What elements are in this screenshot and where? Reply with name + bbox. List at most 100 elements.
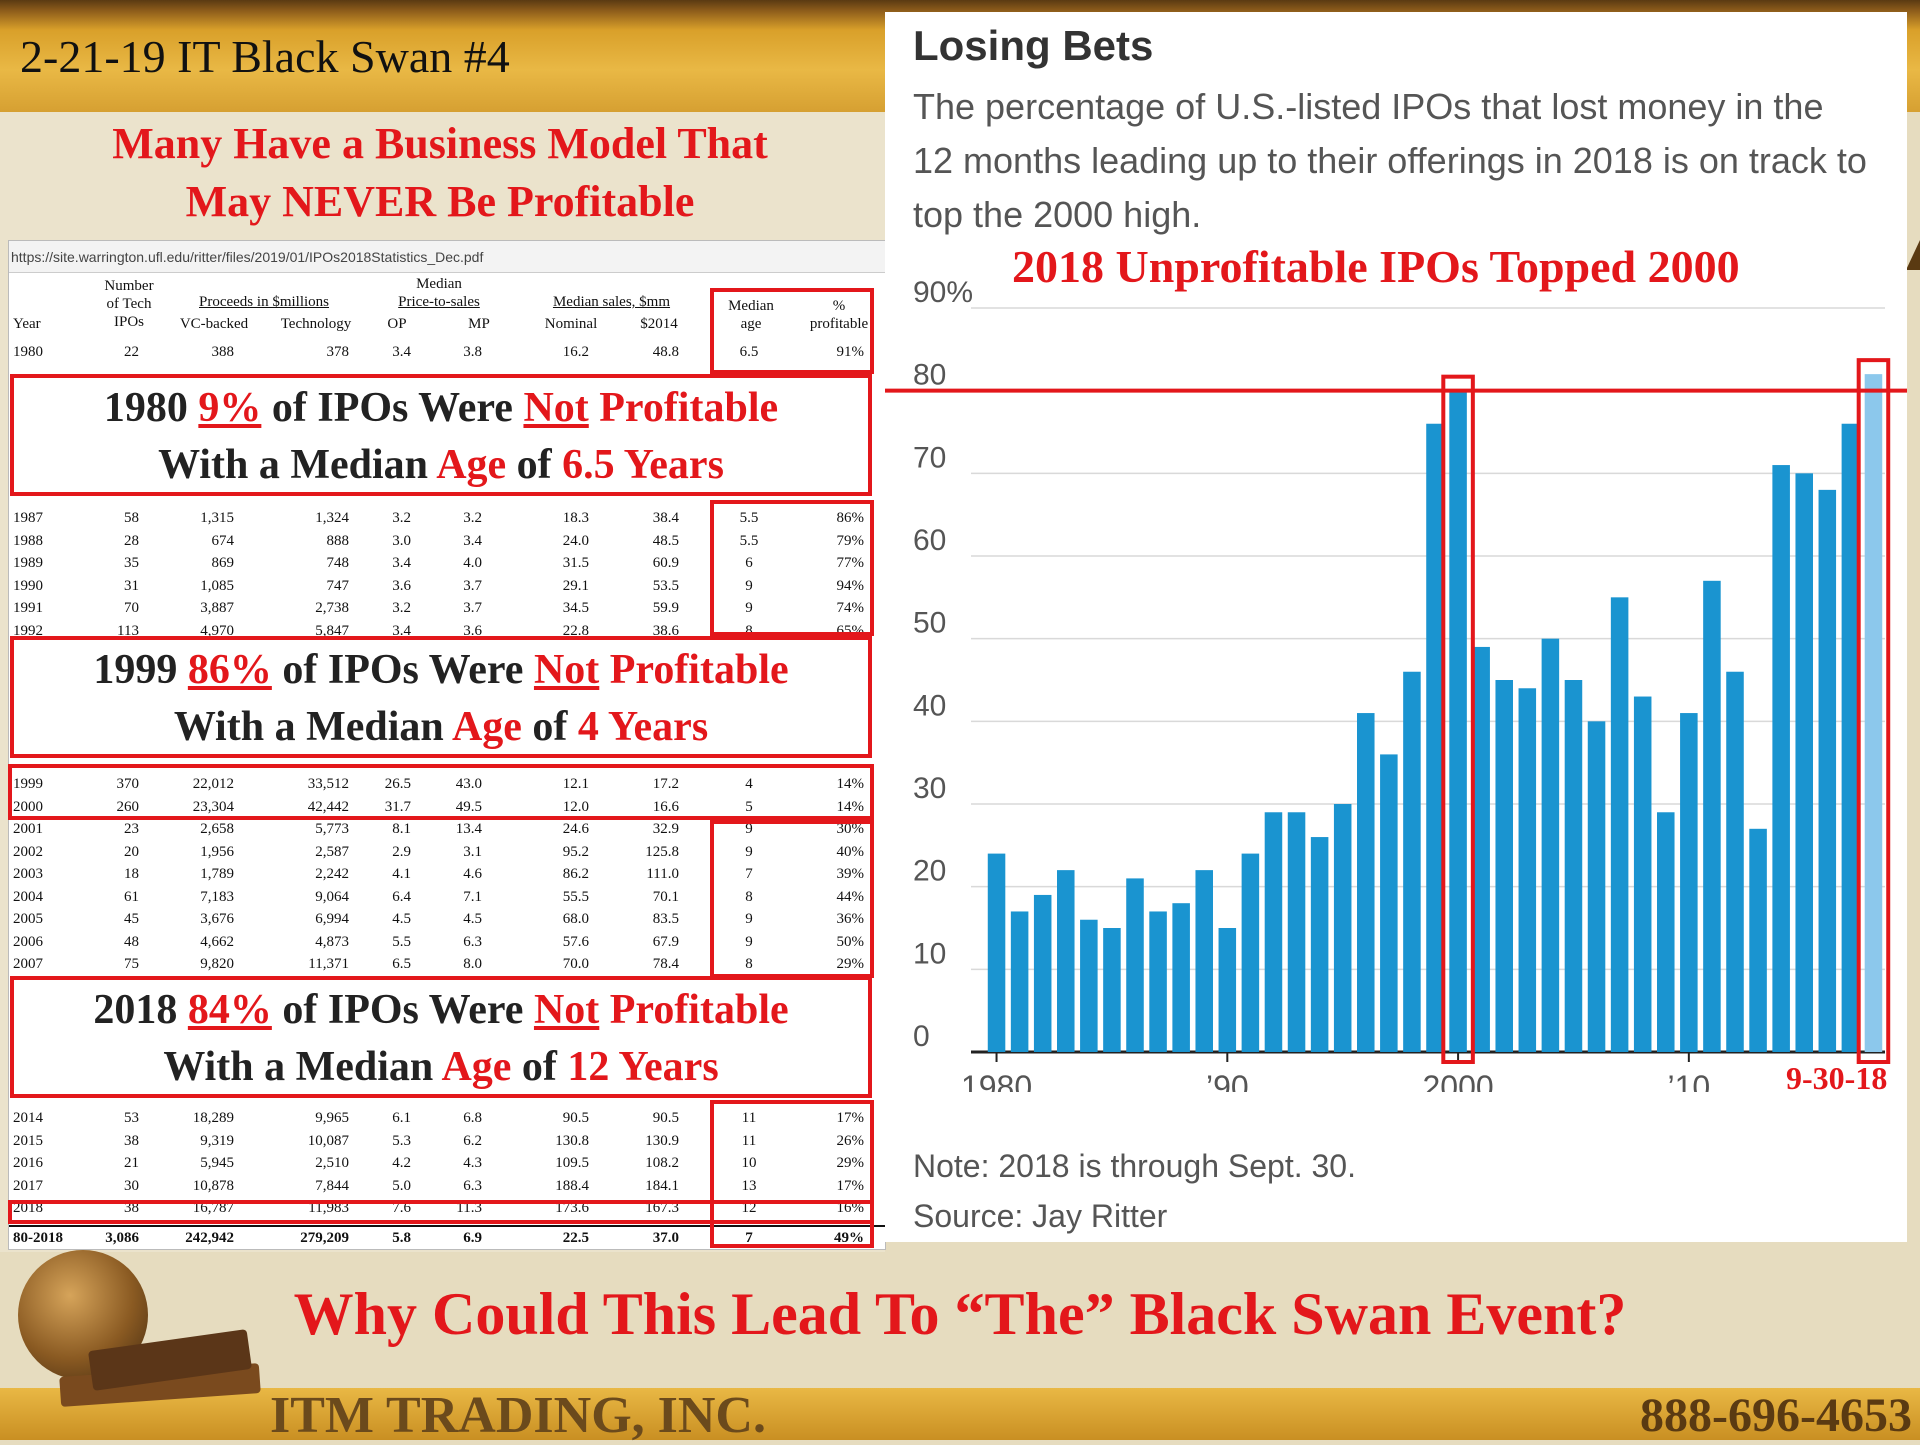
table-cell: 9,965 (315, 1110, 349, 1126)
table-cell: 38.4 (652, 510, 679, 526)
table-cell: 35 (124, 555, 139, 571)
bar-1985 (1103, 928, 1121, 1052)
callout-year: 1999 (93, 647, 178, 693)
table-cell: 173.6 (555, 1200, 589, 1216)
callout-of: of (521, 1044, 557, 1090)
table-cell: 53 (124, 1110, 139, 1126)
table-cell: 14% (836, 776, 865, 792)
bar-2005 (1564, 680, 1583, 1052)
bar-2007 (1610, 597, 1629, 1052)
table-cell: 31.5 (562, 555, 589, 571)
table-cell: 67.9 (652, 933, 679, 950)
corner-accent (1906, 240, 1920, 270)
table-cell: 9,319 (200, 1132, 234, 1149)
header-num-tech: Number of Tech IPOs (89, 277, 169, 331)
chart-title: Losing Bets (913, 22, 1154, 69)
table-cell: 57.6 (562, 933, 589, 950)
table-cell: 260 (116, 798, 140, 815)
table-cell: 70.0 (562, 956, 589, 972)
table-cell: 6,994 (315, 911, 349, 927)
bar-2001 (1472, 646, 1490, 1052)
y-tick-label: 70 (913, 441, 946, 474)
table-cell: 3.4 (392, 622, 411, 639)
y-tick-label: 40 (913, 689, 946, 722)
table-cell: 1990 (13, 577, 43, 594)
callout-year: 2018 (93, 987, 178, 1033)
header-median-age: Median age (721, 297, 781, 333)
bar-1980 (987, 853, 1006, 1052)
header-mp: MP (468, 316, 490, 332)
callout-profitable: Profitable (609, 647, 789, 693)
table-cell: 5,945 (200, 1155, 234, 1171)
table-cell: 18.3 (562, 510, 589, 526)
callout-years: 4 Years (577, 704, 709, 750)
callout-1980-line1: 1980 9% of IPOs Were Not Profitable (14, 380, 868, 437)
x-tick-label: ’10 (1667, 1069, 1710, 1092)
header-pts-line2: Price-to-sales (398, 294, 480, 310)
table-cell: 4,873 (315, 933, 349, 950)
table-cell: 23 (124, 821, 139, 837)
table-cell: 6.5 (739, 344, 759, 360)
bar-1999 (1426, 423, 1444, 1052)
table-cell: 43.0 (455, 776, 482, 792)
bar-1984 (1080, 919, 1098, 1052)
table-cell: 36% (836, 911, 865, 927)
bar-chart: 0 10 20 30 40 50 60 70 80 90% 1980 ’90 2000 ’10 (885, 276, 1907, 1092)
table-cell: 1,956 (200, 843, 234, 860)
x-tick-label: ’90 (1206, 1069, 1249, 1092)
table-cell: 5.5 (739, 532, 759, 549)
header-num-line1: Number (104, 278, 154, 294)
table-cell: 9,820 (200, 956, 234, 972)
table-cell: 90.5 (562, 1110, 589, 1126)
table-cell: 3.6 (463, 622, 482, 639)
chart-subtitle: The percentage of U.S.-listed IPOs that … (913, 86, 1867, 235)
table-cell: 86% (836, 510, 865, 526)
callout-pct: 9% (198, 385, 262, 431)
bar-1983 (1057, 870, 1075, 1052)
table-cell: 30% (836, 821, 865, 837)
table-cell: 70.1 (652, 888, 679, 905)
callout-2018-line1: 2018 84% of IPOs Were Not Profitable (14, 982, 868, 1039)
table-cell: 33,512 (307, 776, 349, 792)
table-cell: 2004 (13, 888, 43, 905)
callout-mid: of IPOs Were (282, 987, 524, 1033)
header-2014: $2014 (640, 316, 678, 332)
table-row: 2018 38 16,787 11,983 7.6 11.3 173.6 167.3 12 16% (9, 1197, 885, 1219)
table-cell: 34.5 (562, 600, 589, 616)
callout-age: Age (451, 704, 522, 750)
source-url[interactable]: https://site.warrington.ufl.edu/ritter/f… (9, 241, 885, 273)
x-tick-label: 2000 (1422, 1069, 1493, 1092)
table-cell: 2003 (13, 866, 43, 882)
table-cell: 2016 (13, 1155, 43, 1171)
table-cell: 378 (326, 344, 350, 360)
table-cell: 11.3 (456, 1200, 482, 1216)
table-cell: 22 (124, 344, 139, 360)
table-cell: 12.1 (562, 776, 589, 792)
bar-1996 (1357, 713, 1375, 1052)
table-cell: 9 (745, 933, 753, 950)
table-cell: 17% (836, 1177, 865, 1194)
table-cell: 38 (124, 1132, 139, 1149)
table-cell: 3,086 (105, 1230, 139, 1246)
table-row: 2003 18 1,789 2,242 4.1 4.6 86.2 111.0 7 39% (9, 863, 885, 885)
header-op: OP (387, 316, 407, 332)
footer-band (0, 1388, 1920, 1440)
table-cell: 3,887 (200, 600, 234, 616)
bar-2009 (1657, 812, 1675, 1052)
table-row: 2005 45 3,676 6,994 4.5 4.5 68.0 83.5 9 36% (9, 908, 885, 930)
table-cell: 242,942 (185, 1230, 234, 1246)
table-cell: 2,587 (315, 843, 349, 860)
slide-title: 2-21-19 IT Black Swan #4 (20, 31, 510, 82)
callout-years: 6.5 Years (562, 442, 724, 488)
table-cell: 1992 (13, 622, 43, 639)
table-cell: 125.8 (645, 843, 679, 860)
bar-1990 (1218, 928, 1237, 1052)
bar-1992 (1264, 812, 1283, 1052)
table-cell: 61 (124, 888, 139, 905)
table-cell: 79% (836, 532, 865, 549)
table-cell: 2,242 (315, 866, 349, 882)
table-cell: 2017 (13, 1177, 43, 1194)
highlight-box-2018 (8, 1200, 874, 1224)
table-cell: 9,064 (315, 888, 349, 905)
table-cell: 29.1 (562, 577, 589, 594)
